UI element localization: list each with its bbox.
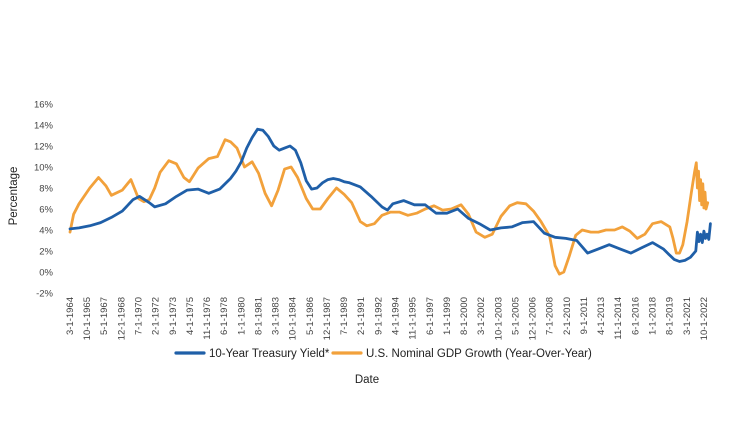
x-tick-label: 4-1-1994 bbox=[390, 297, 401, 335]
x-tick-label: 10-1-2022 bbox=[699, 297, 710, 340]
x-tick-label: 11-1-1995 bbox=[408, 297, 419, 340]
y-tick-label: 12% bbox=[34, 142, 54, 153]
y-tick-label: 2% bbox=[39, 247, 53, 258]
x-tick-label: 4-1-1975 bbox=[185, 297, 196, 335]
x-tick-label: 2-1-1972 bbox=[151, 297, 162, 335]
x-tick-label: 7-1-2008 bbox=[545, 297, 556, 335]
x-tick-label: 12-1-1968 bbox=[116, 297, 127, 340]
x-tick-label: 10-1-1965 bbox=[82, 297, 93, 340]
x-tick-label: 5-1-1967 bbox=[99, 297, 110, 335]
x-tick-label: 2-1-1991 bbox=[356, 297, 367, 335]
x-tick-label: 12-1-1987 bbox=[322, 297, 333, 340]
y-tick-label: 6% bbox=[39, 205, 53, 216]
x-tick-label: 9-1-1992 bbox=[373, 297, 384, 335]
x-tick-label: 10-1-1984 bbox=[288, 297, 299, 340]
plot-lines bbox=[68, 127, 712, 276]
x-tick-label: 11-1-2014 bbox=[613, 297, 624, 340]
y-tick-label: 16% bbox=[34, 100, 54, 111]
x-tick-label: 5-1-2005 bbox=[510, 297, 521, 335]
legend: 10-Year Treasury Yield* U.S. Nominal GDP… bbox=[174, 348, 592, 360]
legend-label-treasury: 10-Year Treasury Yield* bbox=[209, 348, 330, 360]
y-axis-title: Percentage bbox=[8, 167, 20, 226]
x-tick-label: 1-1-1999 bbox=[442, 297, 453, 335]
x-tick-label: 6-1-2016 bbox=[630, 297, 641, 335]
x-tick-label: 7-1-1970 bbox=[133, 297, 144, 335]
x-tick-label: 3-1-2002 bbox=[476, 297, 487, 335]
x-tick-label: 11-1-1976 bbox=[202, 297, 213, 340]
x-tick-label: 1-1-1980 bbox=[236, 297, 247, 335]
x-tick-label: 1-1-2018 bbox=[647, 297, 658, 335]
x-tick-label: 8-1-1981 bbox=[253, 297, 264, 335]
x-tick-label: 10-1-2003 bbox=[493, 297, 504, 340]
x-tick-label: 3-1-1983 bbox=[271, 297, 282, 335]
x-tick-label: 2-1-2010 bbox=[562, 297, 573, 335]
x-tick-label: 8-1-2000 bbox=[459, 297, 470, 335]
x-tick-label: 3-1-2021 bbox=[682, 297, 693, 335]
y-tick-label: 4% bbox=[39, 226, 53, 237]
x-tick-label: 7-1-1989 bbox=[339, 297, 350, 335]
y-tick-label: 0% bbox=[39, 268, 53, 279]
y-tick-label: 8% bbox=[39, 184, 53, 195]
y-tick-label: 14% bbox=[34, 121, 54, 132]
y-tick-label: -2% bbox=[36, 289, 53, 300]
x-tick-label: 4-1-2013 bbox=[596, 297, 607, 335]
series-line-treasury-yield bbox=[68, 127, 712, 263]
x-tick-label: 8-1-2019 bbox=[665, 297, 676, 335]
x-tick-label: 12-1-2006 bbox=[528, 297, 539, 340]
x-tick-label: 9-1-2011 bbox=[579, 297, 590, 334]
x-tick-label: 9-1-1973 bbox=[168, 297, 179, 335]
x-tick-label: 6-1-1978 bbox=[219, 297, 230, 335]
x-axis-title: Date bbox=[355, 374, 379, 386]
y-tick-labels: -2% 0% 2% 4% 6% 8% 10% 12% 14% 16% bbox=[34, 100, 54, 300]
x-tick-label: 5-1-1986 bbox=[305, 297, 316, 335]
x-tick-label: 3-1-1964 bbox=[65, 297, 76, 335]
x-tick-labels: 3-1-1964 10-1-1965 5-1-1967 12-1-1968 7-1-19… bbox=[65, 297, 710, 340]
legend-label-gdp: U.S. Nominal GDP Growth (Year-Over-Year) bbox=[366, 348, 592, 360]
series-line-gdp-growth bbox=[68, 138, 710, 276]
x-tick-label: 6-1-1997 bbox=[425, 297, 436, 335]
y-tick-label: 10% bbox=[34, 163, 54, 174]
